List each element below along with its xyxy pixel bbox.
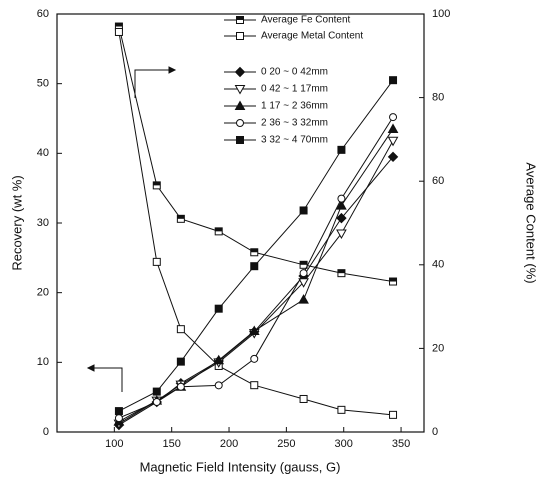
marker <box>250 248 259 257</box>
marker <box>389 76 398 85</box>
series-line <box>118 31 394 416</box>
y-tick-label: 30 <box>37 217 49 229</box>
marker <box>214 227 223 236</box>
marker <box>152 398 161 407</box>
marker <box>299 394 308 403</box>
marker <box>176 357 185 366</box>
series-line <box>118 116 394 419</box>
y2-axis-title: Average Content (%) <box>524 162 539 283</box>
marker <box>299 260 308 269</box>
legend-label: Average Fe Content <box>261 15 351 26</box>
marker-part <box>389 278 397 282</box>
annotation-arrows <box>86 66 177 392</box>
legend-label: Average Metal Content <box>261 31 363 42</box>
legend-label: 0 42 ~ 1 17mm <box>261 84 328 95</box>
marker <box>387 136 399 147</box>
marker <box>114 27 123 36</box>
marker <box>114 414 123 423</box>
marker <box>250 262 259 271</box>
marker <box>337 405 346 414</box>
legend-label: 1 17 ~ 2 36mm <box>261 101 328 112</box>
y2-tick-label: 0 <box>432 426 438 438</box>
marker <box>176 382 185 391</box>
marker <box>152 387 161 396</box>
series-line <box>118 79 394 412</box>
y-tick-label: 10 <box>37 356 49 368</box>
marker <box>234 85 246 95</box>
marker <box>298 294 309 304</box>
marker <box>214 304 223 313</box>
marker-part <box>250 248 258 253</box>
marker <box>176 325 185 334</box>
legend-label: 0 20 ~ 0 42mm <box>261 67 328 78</box>
y-axis-title: Recovery (wt %) <box>9 175 24 270</box>
y-tick-label: 0 <box>43 426 49 438</box>
marker-part <box>300 261 308 265</box>
marker <box>298 278 309 288</box>
marker <box>234 66 246 78</box>
x-tick-label: 300 <box>335 438 353 450</box>
y2-tick-label: 20 <box>432 342 444 354</box>
marker <box>152 257 161 266</box>
marker <box>234 100 246 110</box>
marker <box>387 151 399 163</box>
marker-part <box>153 181 161 186</box>
marker <box>236 32 244 40</box>
x-tick-label: 250 <box>277 438 295 450</box>
y2-tick-label: 100 <box>432 8 450 20</box>
marker <box>176 214 185 223</box>
marker <box>213 354 225 365</box>
marker <box>152 181 161 190</box>
marker <box>250 381 259 390</box>
marker-part <box>177 215 185 219</box>
x-axis-title: Magnetic Field Intensity (gauss, G) <box>140 459 341 474</box>
marker <box>389 410 398 419</box>
marker <box>299 206 308 215</box>
marker <box>214 381 223 390</box>
y-tick-label: 50 <box>37 78 49 90</box>
y2-tick-label: 60 <box>432 175 444 187</box>
marker-part <box>115 23 123 27</box>
y-tick-label: 20 <box>37 287 49 299</box>
legend-label: 2 36 ~ 3 32mm <box>261 118 328 129</box>
marker <box>248 325 260 335</box>
marker <box>389 113 398 122</box>
legend-label: 3 32 ~ 4 70mm <box>261 135 328 146</box>
marker <box>336 229 347 239</box>
y2-tick-label: 40 <box>432 259 444 271</box>
marker <box>336 212 347 224</box>
marker <box>250 354 259 363</box>
marker <box>236 16 244 24</box>
marker-part <box>236 16 244 20</box>
marker-part <box>215 227 223 232</box>
marker <box>336 200 347 210</box>
x-tick-label: 150 <box>163 438 181 450</box>
marker <box>387 123 399 133</box>
y2-tick-label: 80 <box>432 92 444 104</box>
series-line <box>118 128 394 422</box>
marker <box>236 119 244 127</box>
marker-part <box>337 269 345 274</box>
marker <box>299 269 308 278</box>
x-tick-label: 100 <box>105 438 123 450</box>
marker <box>389 277 398 286</box>
marker <box>114 407 123 416</box>
x-tick-label: 350 <box>392 438 410 450</box>
marker <box>337 145 346 154</box>
marker <box>337 194 346 203</box>
x-tick-label: 200 <box>220 438 238 450</box>
series-line <box>118 26 394 283</box>
y-tick-label: 60 <box>37 8 49 20</box>
y-tick-label: 40 <box>37 147 49 159</box>
marker <box>337 269 346 278</box>
marker <box>236 136 244 144</box>
